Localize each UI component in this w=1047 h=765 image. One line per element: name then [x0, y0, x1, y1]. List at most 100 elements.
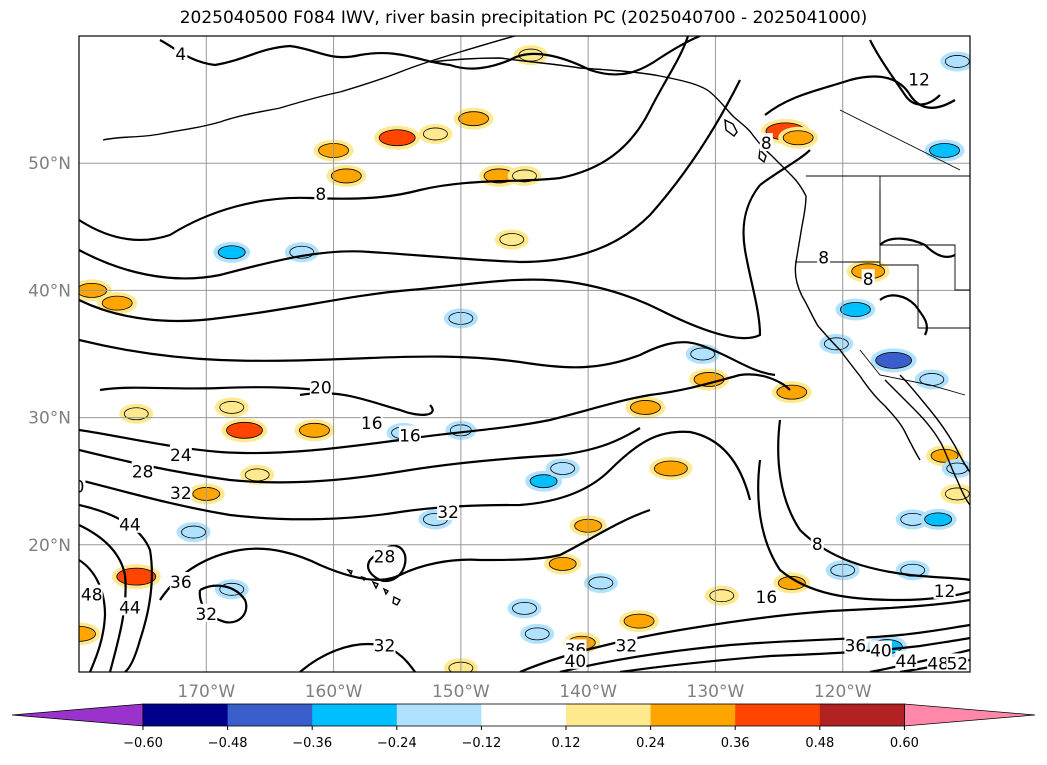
precip-blob: [330, 168, 362, 184]
precip-blob: [776, 384, 808, 400]
iwv-contour-line: [79, 427, 641, 484]
iwv-contour-label-bg: [79, 476, 86, 495]
iwv-contour-label-bg: [844, 635, 867, 654]
map-background: [79, 36, 970, 672]
colorbar-bin: [650, 704, 736, 726]
lon-tick-label: 120°W: [814, 682, 872, 702]
iwv-contour-label-bg: [131, 461, 154, 480]
colorbar-tick-label: 0.36: [721, 736, 750, 751]
precip-blob: [690, 347, 716, 361]
iwv-contour-label: 36: [845, 637, 867, 657]
precip-blob: [217, 245, 246, 260]
precip-blob: [226, 421, 263, 439]
iwv-contour-label: 4: [175, 45, 186, 65]
precip-blob: [924, 512, 953, 527]
graticule: [79, 36, 970, 672]
iwv-contour-label: 44: [119, 598, 141, 618]
iwv-contour-label-bg: [946, 653, 969, 672]
precip-blob: [777, 576, 806, 590]
iwv-contour-label-bg: [169, 444, 192, 463]
precip-blob: [378, 129, 416, 147]
precip-blob: [219, 401, 245, 414]
precip-blob: [529, 474, 558, 489]
iwv-contour-label-bg: [759, 133, 773, 152]
iwv-contour-label-bg: [869, 640, 892, 659]
colorbar: [11, 703, 1036, 727]
iwv-contour-label-bg: [908, 69, 931, 88]
iwv-contour-label-bg: [564, 650, 587, 669]
iwv-contour-label-bg: [817, 247, 831, 266]
coastline: [724, 118, 767, 164]
iwv-contour-label: 40: [870, 642, 892, 662]
coastline: [884, 379, 970, 506]
iwv-contour-line: [79, 524, 127, 672]
iwv-contour-label: 44: [119, 516, 141, 536]
colorbar-tick-label: 0.60: [890, 736, 919, 751]
colorbar-tick-label: 0.12: [552, 736, 581, 751]
iwv-contour-line: [79, 184, 762, 340]
precip-blob: [458, 111, 489, 127]
iwv-contour-label: 8: [761, 134, 772, 154]
iwv-contour-label: 8: [812, 535, 823, 555]
precip-blob: [630, 400, 661, 415]
precip-blob: [512, 602, 537, 615]
iwv-contour-label-bg: [118, 597, 141, 616]
iwv-contour-label-bg: [398, 425, 421, 444]
iwv-contour-label-bg: [373, 546, 396, 565]
lat-tick-label: 50°N: [28, 154, 71, 174]
iwv-contour-label-bg: [895, 650, 918, 669]
iwv-contour-label: 16: [399, 427, 421, 447]
precip-anomaly-layer: [79, 45, 970, 672]
iwv-contour-label: 12: [908, 71, 930, 91]
lat-tick-label: 40°N: [28, 281, 71, 301]
iwv-contour-label-bg: [169, 482, 192, 501]
precip-blob: [782, 130, 814, 146]
colorbar-tick-label: −0.36: [292, 736, 332, 751]
coastline: [102, 36, 516, 141]
colorbar-bin: [227, 704, 313, 726]
iwv-contour-label-bg: [80, 584, 103, 603]
iwv-contour-label-bg: [309, 377, 332, 396]
lat-tick-label: 20°N: [28, 536, 71, 556]
coastline: [859, 349, 966, 396]
coastline: [346, 568, 401, 606]
lon-tick-label: 150°W: [432, 682, 490, 702]
precip-blob: [709, 589, 735, 603]
iwv-contour-line: [79, 373, 791, 455]
iwv-contour-label-bg: [615, 635, 638, 654]
coastline: [839, 109, 961, 171]
iwv-contour-line: [159, 36, 701, 76]
coastline: [806, 175, 970, 329]
iwv-contour-label: 48: [81, 586, 103, 606]
lon-tick-label: 130°W: [687, 682, 745, 702]
iwv-contour-label-bg: [174, 44, 188, 63]
precip-blob: [499, 233, 525, 246]
colorbar-tick-label: 0.48: [805, 736, 834, 751]
precip-blob: [550, 462, 576, 475]
colorbar-tick-label: 0.24: [636, 736, 665, 751]
iwv-contour-label-bg: [314, 184, 328, 202]
colorbar-tick-labels: −0.60 −0.48 −0.36 −0.24 −0.12 0.12 0.24 0.36 0.4…: [123, 726, 919, 751]
precip-blob: [512, 169, 537, 183]
iwv-contour-line: [79, 338, 776, 377]
iwv-contour-line: [79, 36, 690, 242]
iwv-contour-label: 16: [361, 414, 383, 434]
colorbar-extend-high: [904, 703, 1036, 727]
colorbar-bin: [566, 704, 652, 726]
iwv-contour-line: [79, 430, 752, 521]
iwv-contour-label: 0: [74, 478, 85, 498]
colorbar-outline: [142, 703, 905, 727]
iwv-contour-label-bg: [360, 412, 383, 431]
iwv-contour-label: 28: [374, 548, 396, 568]
iwv-contour-label-bg: [933, 580, 956, 599]
iwv-contour-label: 8: [315, 185, 326, 205]
colorbar-tick-label: −0.24: [377, 736, 417, 751]
colorbar-bin: [396, 704, 482, 726]
iwv-contour-label-bg: [373, 635, 396, 654]
precip-blob: [524, 627, 550, 641]
iwv-contour-line: [559, 623, 970, 672]
latitude-labels: 20°N 30°N 40°N 50°N: [28, 154, 71, 556]
iwv-contour-label: 24: [170, 446, 192, 466]
